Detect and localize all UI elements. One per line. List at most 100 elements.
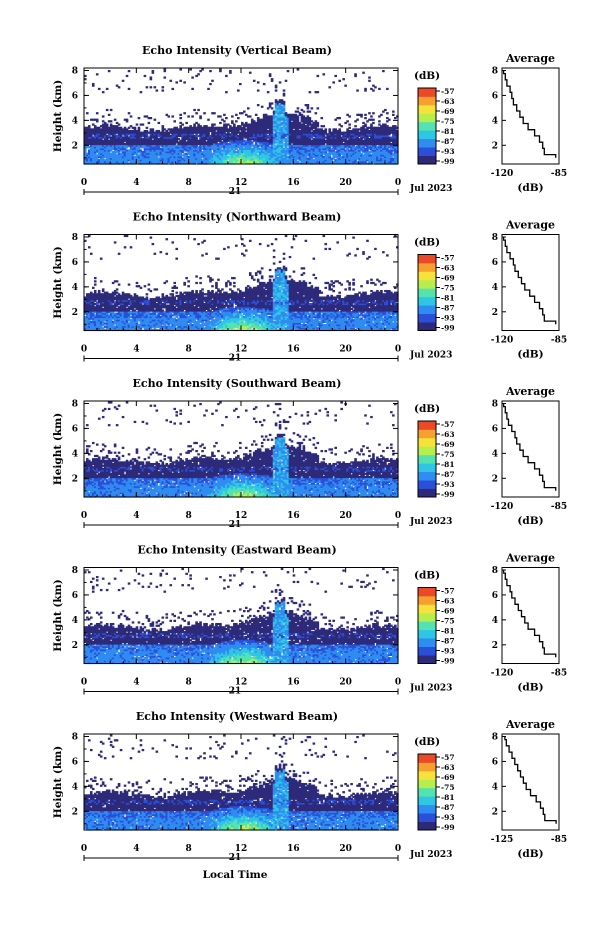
heatmap-cell — [147, 155, 151, 159]
heatmap-cell — [149, 289, 153, 293]
heatmap-cell — [237, 89, 240, 92]
heatmap-cell — [159, 134, 163, 138]
heatmap-cell — [111, 157, 115, 160]
heatmap-cell — [213, 112, 216, 115]
heatmap-cell — [127, 149, 131, 152]
heatmap-cell — [101, 139, 105, 142]
colorbar-tick-label: -75 — [441, 117, 455, 126]
heatmap-cell — [181, 128, 184, 131]
heatmap-cell — [117, 152, 121, 155]
heatmap-cell — [173, 159, 177, 162]
heatmap-cell — [103, 152, 107, 155]
heatmap-cell — [91, 136, 95, 139]
heatmap-cell — [89, 141, 93, 144]
average-y-tick-label: 2 — [492, 141, 498, 151]
heatmap-cell — [147, 160, 151, 163]
heatmap-cell — [181, 131, 184, 134]
heatmap-cell — [117, 139, 121, 142]
heatmap-cell — [113, 138, 117, 141]
heatmap-cell — [117, 126, 121, 129]
heatmap-cell — [87, 146, 91, 149]
heatmap-cell — [155, 89, 159, 92]
heatmap-cell — [163, 144, 167, 147]
heatmap-cell — [147, 142, 151, 146]
heatmap-cell — [99, 138, 103, 141]
heatmap-cell — [284, 79, 288, 82]
heatmap-cell — [161, 154, 165, 157]
heatmap-cell — [93, 128, 97, 131]
panel-2: Echo Intensity (Northward Beam)0 4 8 12 16 20… — [52, 211, 567, 364]
heatmap-cell — [89, 131, 93, 134]
heatmap-cell — [123, 151, 127, 154]
heatmap-cell — [159, 152, 163, 155]
heatmap-cell — [149, 117, 153, 120]
heatmap-cell — [109, 154, 113, 157]
heatmap-cell — [201, 68, 204, 71]
heatmap-cell — [145, 144, 149, 147]
heatmap-cell — [131, 151, 135, 154]
heatmap-cell — [99, 257, 103, 260]
heatmap-cell — [89, 159, 93, 162]
heatmap-cell — [95, 146, 99, 149]
heatmap-cell — [171, 151, 175, 154]
heatmap-cell — [179, 68, 182, 71]
heatmap-cell — [145, 129, 149, 133]
heatmap-cell — [173, 149, 177, 152]
heatmap-cell — [372, 112, 375, 115]
heatmap-cell — [141, 151, 145, 154]
heatmap-cell — [121, 133, 125, 136]
heatmap-cell — [181, 159, 184, 162]
heatmap-cell — [127, 126, 131, 129]
heatmap-cell — [91, 82, 95, 86]
heatmap-cell — [169, 147, 173, 151]
heatmap-cell — [85, 159, 89, 162]
heatmap-cell — [89, 129, 93, 133]
heatmap-cell — [84, 74, 87, 78]
heatmap-cell — [131, 131, 135, 134]
heatmap-cell — [179, 151, 182, 154]
heatmap-cell — [95, 128, 99, 131]
heatmap-cell — [101, 126, 105, 129]
heatmap-cell — [127, 138, 131, 141]
heatmap-cell — [155, 129, 159, 133]
heatmap-cell — [153, 151, 157, 154]
heatmap-cell — [107, 154, 111, 157]
heatmap-cell — [87, 141, 91, 144]
heatmap-cell — [141, 146, 145, 149]
heatmap-cell — [123, 162, 127, 165]
heatmap-cell — [127, 151, 131, 154]
heatmap-cell — [105, 151, 109, 154]
heatmap-cell — [137, 159, 141, 162]
heatmap-cell — [145, 138, 149, 141]
heatmap-cell — [155, 160, 159, 163]
heatmap-cell — [123, 159, 127, 162]
heatmap-cell — [89, 136, 93, 139]
heatmap-cell — [233, 123, 236, 126]
heatmap-cell — [177, 128, 180, 131]
colorbar-tick-label: -93 — [441, 147, 455, 156]
heatmap-cell — [107, 142, 111, 146]
colorbar-tick-label: -57 — [441, 87, 455, 96]
heatmap-cell — [167, 146, 171, 149]
heatmap-cell — [97, 146, 101, 149]
heatmap-cell — [149, 138, 153, 141]
heatmap-cell — [121, 152, 125, 155]
heatmap-cell — [149, 76, 153, 79]
heatmap-cell — [165, 160, 169, 163]
heatmap-cell — [145, 133, 149, 136]
heatmap-cell — [157, 129, 161, 133]
heatmap-cell — [113, 128, 117, 131]
heatmap-cell — [101, 144, 105, 147]
heatmap-cell — [334, 74, 337, 78]
heatmap-cell — [143, 159, 147, 162]
heatmap-cell — [101, 131, 105, 134]
heatmap-cell — [131, 139, 135, 142]
heatmap-cell — [183, 157, 186, 160]
heatmap-cell — [145, 86, 149, 89]
heatmap-cell — [109, 120, 113, 123]
heatmap-cell — [155, 288, 159, 291]
heatmap-cell — [105, 146, 109, 149]
colorbar-swatch — [418, 121, 436, 131]
heatmap-cell — [143, 141, 147, 144]
heatmap-cell — [107, 160, 111, 163]
